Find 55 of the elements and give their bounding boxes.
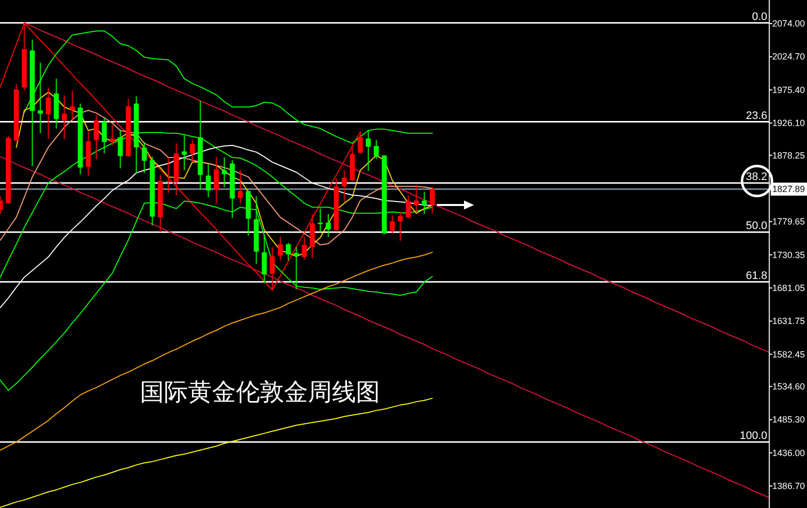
- candlestick: [374, 139, 379, 160]
- candlestick: [302, 236, 307, 260]
- candlestick: [166, 156, 171, 194]
- candlestick: [222, 156, 227, 188]
- y-tick-label: 1582.45: [772, 349, 805, 360]
- candlestick: [342, 170, 347, 202]
- y-tick-label: 1631.75: [772, 316, 805, 326]
- y-tick-label: 1975.40: [772, 84, 805, 95]
- y-tick-label: 1779.65: [772, 216, 805, 227]
- line-series: [0, 156, 769, 498]
- annotation: 23.6: [746, 110, 768, 122]
- y-tick-label: 1681.05: [772, 282, 805, 293]
- candlestick: [94, 114, 99, 160]
- y-tick-label: 1730.35: [772, 250, 805, 260]
- candlestick: [318, 208, 323, 233]
- y-tick-label: 1926.10: [772, 118, 805, 128]
- y-tick-label: 1534.60: [772, 381, 805, 392]
- candlestick: [422, 191, 427, 214]
- candlestick: [430, 186, 435, 214]
- candlestick: [110, 124, 115, 146]
- line-series: [0, 252, 433, 451]
- y-tick-label: 2024.70: [772, 52, 805, 62]
- candlestick: [238, 170, 243, 204]
- candlestick: [398, 211, 403, 242]
- y-tick-label: 1827.89: [772, 184, 805, 194]
- y-tick-label: 2074.00: [772, 18, 805, 29]
- y-tick-label: 1386.70: [772, 481, 805, 491]
- candlestick: [326, 213, 331, 238]
- annotation: 0.0: [752, 10, 768, 23]
- candlestick: [206, 164, 211, 198]
- candlestick: [142, 141, 147, 174]
- candlestick: [46, 86, 51, 140]
- candlestick: [294, 246, 299, 290]
- annotation: 38.2: [746, 171, 768, 184]
- y-tick-label: 1878.25: [772, 150, 805, 160]
- line-series: [24, 22, 769, 352]
- candlestick: [38, 62, 43, 134]
- y-tick-label: 1436.00: [772, 448, 805, 458]
- candlestick: [190, 139, 195, 163]
- candlestick: [278, 236, 283, 261]
- candlestick: [414, 184, 419, 212]
- annotation: 100.0: [740, 430, 768, 442]
- candlestick: [62, 95, 67, 140]
- text: 国际黄金伦敦金周线图: [140, 378, 380, 406]
- candlestick: [286, 242, 291, 261]
- candlestick: [70, 90, 75, 121]
- candlestick: [406, 194, 411, 220]
- annotation: 50.0: [746, 220, 768, 232]
- y-tick-label: 1485.30: [772, 414, 805, 425]
- candlestick: [182, 134, 187, 171]
- annotation: 61.8: [746, 270, 768, 282]
- candlestick: [310, 213, 315, 259]
- candlestick: [214, 156, 219, 204]
- candlestick: [390, 214, 395, 234]
- candlestick: [262, 234, 267, 284]
